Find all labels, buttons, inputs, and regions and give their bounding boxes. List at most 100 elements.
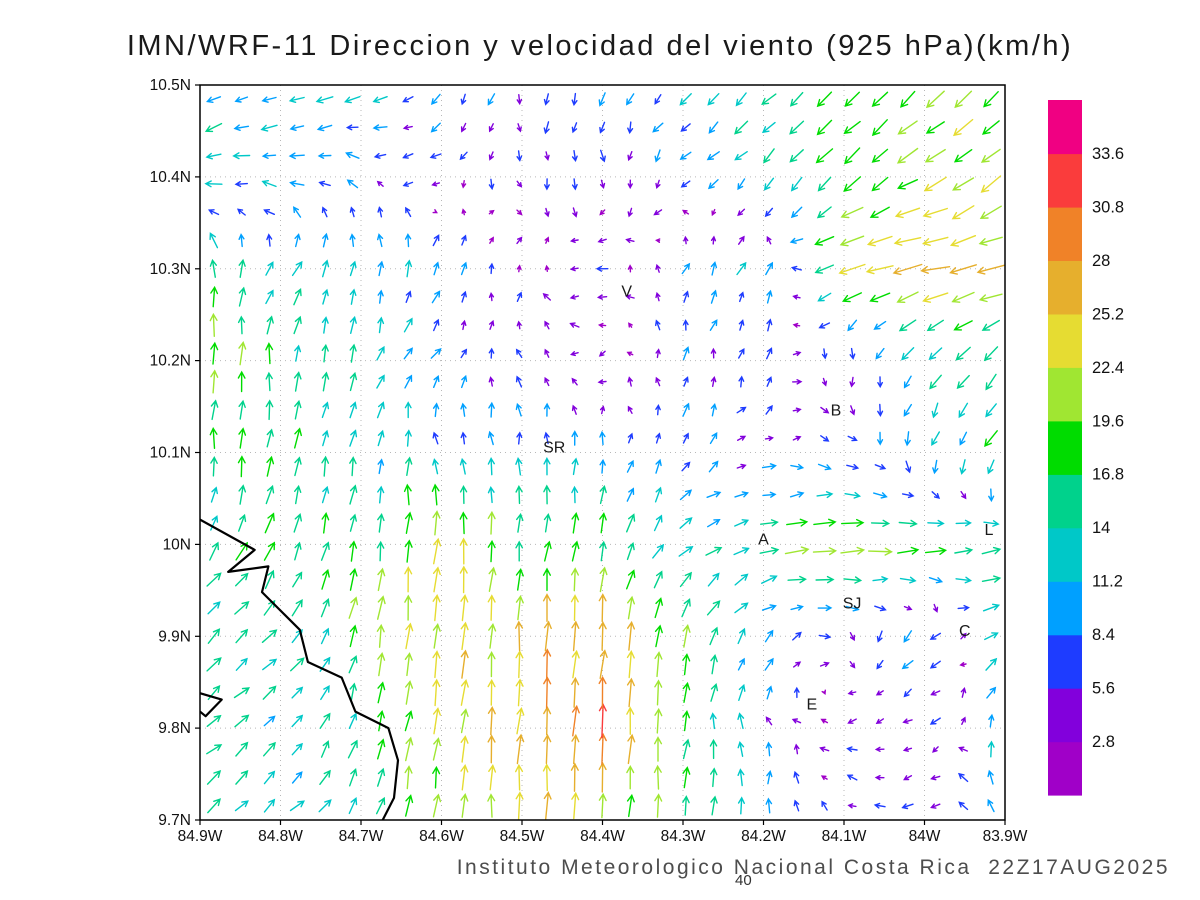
wind-arrow	[291, 714, 304, 728]
wind-arrow	[543, 513, 552, 533]
wind-arrow	[598, 732, 607, 766]
wind-arrow	[625, 237, 635, 244]
wind-arrow	[404, 374, 413, 389]
y-tick-label: 10.1N	[150, 445, 191, 462]
wind-arrow	[978, 236, 1003, 246]
wind-arrow	[873, 320, 887, 330]
wind-arrow	[232, 152, 251, 160]
wind-arrow	[784, 546, 810, 555]
wind-arrow	[206, 657, 222, 672]
wind-arrow	[626, 93, 635, 106]
wind-arrow	[920, 265, 951, 274]
wind-arrow	[710, 261, 718, 276]
wind-arrow	[765, 741, 773, 757]
wind-arrow	[873, 492, 888, 499]
wind-arrow	[321, 512, 330, 534]
wind-arrow	[903, 630, 913, 643]
wind-arrow	[766, 347, 773, 360]
wind-arrow	[737, 627, 746, 645]
wind-arrow	[599, 512, 607, 534]
wind-arrow	[930, 775, 941, 781]
wind-arrow	[377, 738, 386, 760]
wind-arrow	[683, 290, 690, 303]
wind-arrow	[432, 650, 441, 679]
wind-arrow	[766, 318, 773, 332]
wind-arrow	[460, 122, 467, 133]
wind-arrow	[952, 118, 974, 137]
wind-arrow	[987, 769, 994, 785]
wind-arrow	[569, 266, 579, 272]
wind-arrow	[266, 233, 273, 247]
wind-arrow	[905, 460, 912, 474]
wind-arrow	[349, 260, 357, 277]
wind-arrow	[543, 705, 552, 736]
wind-arrow	[988, 488, 995, 503]
wind-arrow	[346, 179, 359, 189]
wind-arrow	[265, 484, 275, 505]
wind-arrow	[841, 518, 865, 527]
wind-arrow	[430, 347, 442, 359]
station-label-a: A	[758, 531, 769, 548]
wind-arrow	[653, 209, 663, 216]
wind-arrow	[896, 147, 919, 164]
wind-arrow	[626, 542, 635, 561]
wind-arrow	[980, 148, 1001, 163]
y-tick-label: 10.5N	[150, 77, 191, 94]
wind-arrow	[840, 546, 866, 555]
wind-arrow	[433, 537, 442, 565]
wind-arrow	[544, 320, 550, 330]
wind-arrow	[958, 402, 969, 419]
wind-arrow	[707, 572, 720, 587]
wind-arrow	[653, 514, 663, 532]
y-tick-label: 9.7N	[158, 812, 191, 829]
wind-arrow	[460, 735, 469, 763]
wind-arrow	[376, 180, 384, 187]
wind-arrow	[764, 207, 774, 218]
wind-arrow	[738, 235, 745, 245]
wind-arrow	[377, 458, 385, 475]
wind-arrow	[987, 798, 995, 813]
wind-arrow	[682, 346, 690, 361]
wind-arrow	[764, 657, 774, 671]
wind-arrow	[595, 265, 609, 272]
chart-title: IMN/WRF-11 Direccion y velocidad del vie…	[126, 30, 1074, 62]
wind-arrow	[204, 122, 223, 133]
wind-arrow	[627, 432, 634, 444]
wind-arrow	[929, 374, 942, 390]
wind-arrow	[348, 655, 358, 674]
wind-arrow	[349, 567, 358, 591]
wind-arrow	[897, 546, 920, 555]
wind-arrow	[817, 292, 832, 302]
wind-arrow	[348, 797, 358, 815]
wind-arrow	[959, 662, 967, 667]
wind-arrow	[405, 680, 414, 705]
wind-arrow	[210, 285, 219, 308]
wind-arrow	[793, 661, 802, 668]
wind-arrow	[488, 401, 495, 418]
wind-arrow	[738, 319, 745, 331]
wind-arrow	[654, 94, 662, 105]
wind-arrow	[543, 484, 551, 505]
wind-arrow	[516, 320, 522, 330]
wind-arrow	[543, 431, 550, 445]
wind-arrow	[734, 151, 748, 161]
wind-arrow	[543, 620, 552, 652]
wind-arrow	[544, 236, 550, 244]
wind-arrow	[429, 153, 442, 159]
wind-arrow	[263, 741, 276, 757]
wind-arrow	[737, 768, 745, 787]
wind-arrow	[708, 121, 719, 134]
wind-arrow	[924, 547, 948, 555]
wind-arrow	[679, 93, 692, 106]
wind-arrow	[763, 177, 775, 191]
wind-arrow	[294, 541, 302, 561]
wind-arrow	[949, 235, 977, 247]
wind-arrow	[320, 740, 330, 758]
wind-arrow	[598, 92, 606, 107]
wind-arrow	[789, 237, 804, 244]
wind-arrow	[761, 575, 778, 584]
wind-arrow	[849, 376, 856, 388]
wind-arrow	[544, 376, 550, 387]
wind-arrow	[516, 512, 524, 533]
